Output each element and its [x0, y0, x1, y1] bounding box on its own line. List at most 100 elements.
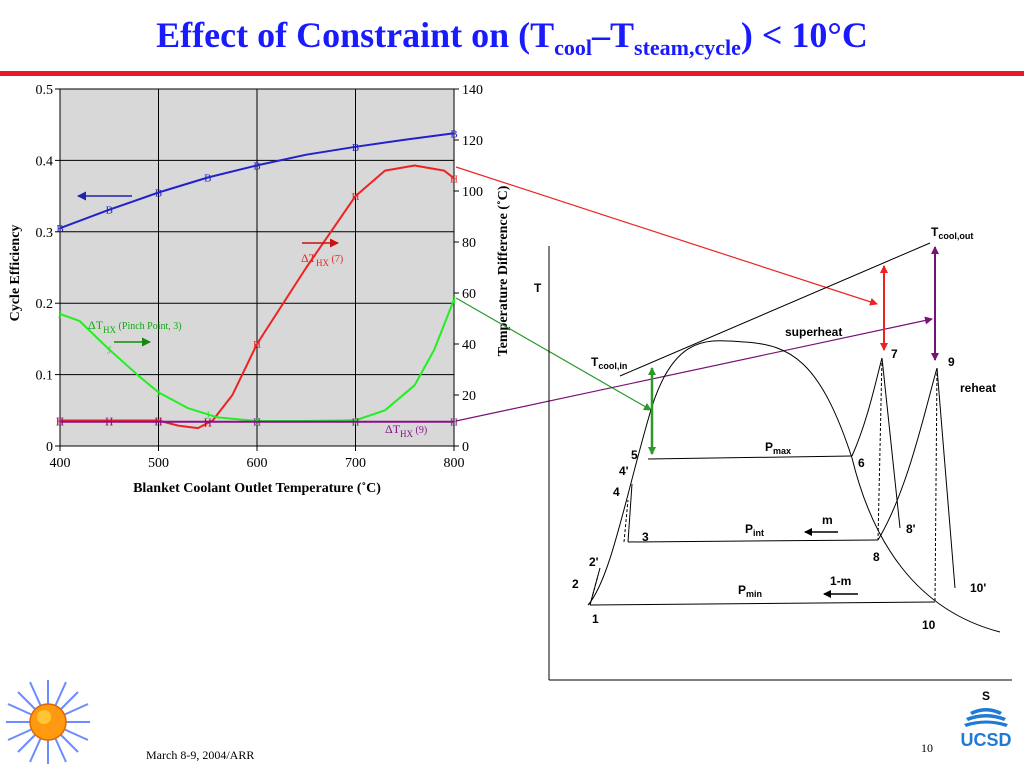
expansion-9-10p: [936, 367, 956, 589]
series-marker-2: J: [156, 387, 161, 399]
state-point-10: 10: [922, 618, 936, 632]
footer-date: March 8-9, 2004/ARR: [146, 748, 255, 762]
ts-diagram: [548, 242, 1012, 681]
annotation-dthx9: ΔTHX (9): [385, 422, 427, 439]
state-point-3: 3: [642, 530, 649, 544]
ucsd-logo-text: UCSD: [960, 730, 1011, 750]
x-axis-label: Blanket Coolant Outlet Temperature (˚C): [133, 481, 381, 496]
state-point-10p: 10': [970, 581, 986, 595]
state-point-6: 6: [858, 456, 865, 470]
series-marker-0: B: [450, 128, 457, 140]
state-point-5: 5: [631, 448, 638, 462]
slide-title: Effect of Constraint on (Tcool–Tsteam,cy…: [156, 15, 868, 61]
annotation-dthx7: ΔTHX (7): [301, 251, 343, 268]
series-marker-3: H: [204, 417, 212, 429]
y-right-tick-label: 120: [462, 134, 483, 149]
series-marker-0: B: [155, 188, 162, 200]
series-marker-0: B: [204, 173, 211, 185]
series-marker-1: H: [204, 418, 212, 430]
state-point-1: 1: [592, 612, 599, 626]
x-tick-label: 600: [247, 456, 268, 471]
y-left-tick-label: 0.5: [36, 83, 54, 98]
series-marker-3: H: [352, 417, 360, 429]
y-axis-right-label: Temperature Difference (˚C): [496, 185, 511, 356]
pint-label: Pint: [745, 522, 764, 538]
one-minus-m-label: 1-m: [830, 574, 851, 588]
state-point-4p: 4': [619, 464, 629, 478]
t-cool-out-label: Tcool,out: [931, 225, 973, 241]
grid-lines: [60, 89, 454, 446]
series-marker-0: B: [253, 160, 260, 172]
y-right-tick-label: 100: [462, 185, 483, 200]
page-number: 10: [921, 741, 933, 755]
series-marker-2: J: [58, 309, 63, 321]
state-point-8: 8: [873, 550, 880, 564]
state-point-4: 4: [613, 485, 620, 499]
pump-1-2: [589, 574, 599, 606]
connector-red: [455, 166, 878, 306]
svg-text:ΔTHX (Pinch Point, 3): ΔTHX (Pinch Point, 3): [88, 318, 182, 335]
ticks-layer: 400 500 600 700 80000.10.20.30.40.5020406080…: [36, 83, 484, 471]
expansion-7-8: [877, 357, 883, 541]
title-rule: [0, 71, 1024, 76]
state-point-8p: 8': [906, 522, 916, 536]
y-left-tick-label: 0: [46, 440, 53, 455]
series-marker-2: J: [107, 345, 112, 357]
pmax-line: [647, 455, 853, 460]
annotation-pinch: ΔTHX (Pinch Point, 3): [88, 318, 182, 335]
superheat-path: [851, 357, 883, 457]
state-point-7: 7: [891, 347, 898, 361]
state-point-9: 9: [948, 355, 955, 369]
state-point-2p: 2': [589, 555, 599, 569]
state-point-2: 2: [572, 577, 579, 591]
svg-text:ΔTHX (9): ΔTHX (9): [385, 422, 427, 439]
series-marker-0: B: [352, 142, 359, 154]
superheat-label: superheat: [785, 325, 842, 339]
series-line-2: [59, 299, 455, 422]
t-cool-in-label: Tcool,in: [591, 355, 627, 371]
ts-labels: T Tcool,out Tcool,in superheat reheat Pm…: [534, 225, 996, 632]
ucsd-logo: S UCSD: [960, 690, 1011, 750]
series-marker-2: J: [452, 295, 457, 307]
y-right-tick-label: 60: [462, 287, 476, 302]
series-marker-2: J: [206, 409, 211, 421]
y-left-tick-label: 0.4: [36, 154, 54, 169]
y-axis-left-label: Cycle Efficiency: [8, 225, 23, 322]
series-marker-3: H: [56, 417, 64, 429]
series-marker-1: H: [352, 191, 360, 203]
series-marker-1: H: [450, 173, 458, 185]
expansion-9-10: [934, 367, 938, 603]
y-left-tick-label: 0.1: [36, 369, 54, 384]
series-marker-3: H: [450, 417, 458, 429]
y-right-tick-label: 0: [462, 440, 469, 455]
pump-3-4: [623, 499, 629, 543]
y-right-tick-label: 40: [462, 338, 476, 353]
sun-logo: [6, 680, 90, 764]
y-left-tick-label: 0.2: [36, 297, 54, 312]
pmin-line: [589, 601, 936, 606]
series-marker-0: B: [106, 205, 113, 217]
expansion-7-8p: [881, 357, 901, 529]
series-marker-0: B: [56, 223, 63, 235]
y-right-tick-label: 80: [462, 236, 476, 251]
series-line-0: [59, 132, 455, 230]
reheat-path: [877, 367, 938, 541]
x-tick-label: 400: [50, 456, 71, 471]
series-marker-3: H: [105, 417, 113, 429]
m-label: m: [822, 513, 833, 527]
connector-purple: [455, 316, 933, 422]
series-marker-3: H: [253, 417, 261, 429]
x-tick-label: 700: [345, 456, 366, 471]
pmin-label: Pmin: [738, 583, 762, 599]
reheat-label: reheat: [960, 381, 996, 395]
pump-3-4p: [627, 483, 633, 543]
x-tick-label: 500: [148, 456, 169, 471]
y-right-tick-label: 140: [462, 83, 483, 98]
y-left-tick-label: 0.3: [36, 226, 54, 241]
x-tick-label: 800: [444, 456, 465, 471]
s-axis-label: S: [982, 690, 990, 703]
series-marker-3: H: [155, 417, 163, 429]
series-marker-1: H: [253, 339, 261, 351]
